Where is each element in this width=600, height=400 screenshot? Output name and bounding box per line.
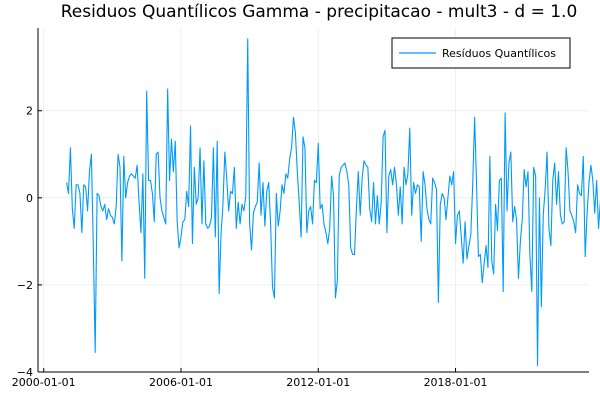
legend: Resíduos Quantílicos bbox=[391, 37, 571, 69]
tick-labels: 2000-01-01 2006-01-01 2012-01-01 2018-01-01… bbox=[12, 105, 488, 389]
x-tick-label: 2006-01-01 bbox=[149, 376, 213, 389]
x-tick-label: 2018-01-01 bbox=[424, 376, 488, 389]
series-group bbox=[66, 38, 600, 367]
y-tick-label: 0 bbox=[26, 192, 33, 205]
y-tick-label: −4 bbox=[17, 366, 33, 379]
x-tick-label: 2000-01-01 bbox=[12, 376, 76, 389]
x-tick-label: 2012-01-01 bbox=[286, 376, 350, 389]
y-tick-label: 2 bbox=[26, 105, 33, 118]
chart-title: Residuos Quantílicos Gamma - precipitaca… bbox=[61, 2, 578, 22]
axes bbox=[37, 28, 589, 373]
legend-label: Resíduos Quantílicos bbox=[442, 47, 556, 60]
y-tick-label: −2 bbox=[17, 279, 33, 292]
series-line bbox=[66, 38, 600, 367]
